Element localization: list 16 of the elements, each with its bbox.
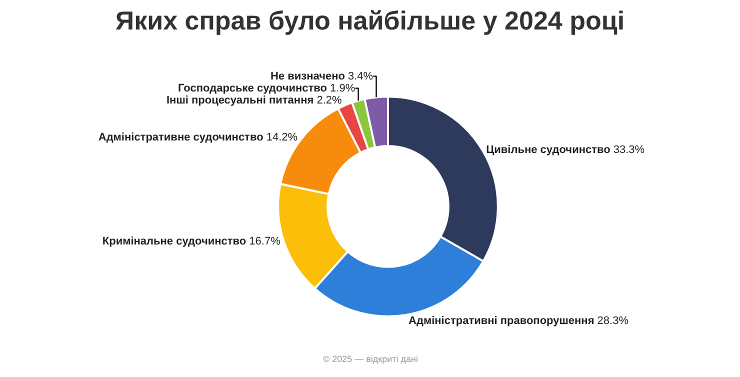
slice-label: Адміністративні правопорушення xyxy=(408,314,594,327)
slice-label: Адміністративне судочинство xyxy=(98,131,264,144)
slice-label: Інші процесуальні питання xyxy=(166,94,314,106)
data-label: 1.9% xyxy=(330,82,356,94)
chart-title: Яких справ було найбільше у 2024 році xyxy=(115,6,625,36)
data-label: 2.2% xyxy=(316,94,342,106)
slice-label: Не визначено xyxy=(270,70,346,82)
data-label: 28.3% xyxy=(597,314,628,327)
slice-label: Цивільне судочинство xyxy=(486,144,611,156)
data-label: 33.3% xyxy=(613,144,645,156)
data-label: 16.7% xyxy=(249,235,280,248)
data-label: 14.2% xyxy=(266,131,298,144)
slice-label: Господарське судочинство xyxy=(178,82,328,94)
slice-label: Кримінальне судочинство xyxy=(102,235,246,248)
text: © 2025 — відкриті дані xyxy=(323,354,418,364)
data-label: 3.4% xyxy=(348,70,374,82)
